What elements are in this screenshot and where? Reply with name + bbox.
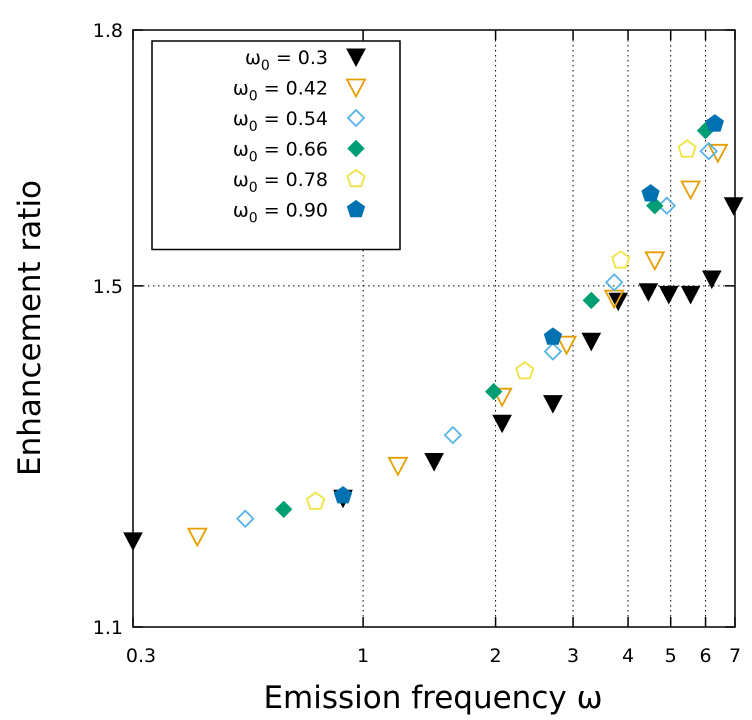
data-point bbox=[306, 491, 326, 510]
x-tick-label: 0.3 bbox=[126, 645, 156, 667]
series-0.78 bbox=[306, 139, 697, 510]
legend-label: ω0 = 0.42 bbox=[233, 78, 328, 105]
data-point bbox=[123, 532, 143, 551]
x-tick-label: 6 bbox=[699, 645, 711, 667]
data-point bbox=[424, 453, 444, 472]
legend-marker bbox=[346, 48, 366, 68]
data-point bbox=[705, 114, 724, 132]
data-point bbox=[677, 139, 697, 158]
series-0.90 bbox=[333, 114, 724, 504]
data-point bbox=[646, 196, 664, 215]
data-point bbox=[699, 141, 718, 161]
y-tick-label: 1.5 bbox=[93, 276, 123, 298]
y-axis-title: Enhancement ratio bbox=[12, 180, 48, 476]
series-0.42 bbox=[186, 143, 729, 548]
data-point bbox=[333, 486, 353, 504]
legend-label: ω0 = 0.54 bbox=[233, 108, 328, 135]
data-point bbox=[491, 387, 513, 408]
data-point bbox=[484, 382, 503, 401]
legend-label: ω0 = 0.66 bbox=[233, 139, 328, 166]
data-point bbox=[658, 285, 679, 305]
series-0.54 bbox=[236, 141, 718, 528]
legend-label: ω0 = 0.3 bbox=[245, 47, 328, 74]
legend-marker bbox=[346, 108, 366, 128]
data-point bbox=[556, 335, 578, 356]
data-point bbox=[701, 270, 722, 290]
data-point bbox=[274, 500, 293, 519]
axis-ticks: 0.3 1 2 3 4 5 6 7 1.1 1.5 1.8 bbox=[93, 20, 741, 667]
data-point bbox=[611, 250, 631, 269]
data-point bbox=[707, 143, 729, 164]
data-point bbox=[186, 527, 208, 548]
data-point bbox=[543, 342, 563, 361]
x-tick-label: 7 bbox=[729, 645, 741, 667]
data-point bbox=[582, 291, 601, 310]
data-point bbox=[657, 196, 677, 215]
x-tick-label: 5 bbox=[665, 645, 677, 667]
x-tick-label: 4 bbox=[622, 645, 634, 667]
legend-marker bbox=[345, 78, 367, 99]
data-point bbox=[492, 414, 512, 434]
x-axis-title: Emission frequency ω bbox=[263, 680, 602, 716]
data-point bbox=[641, 184, 660, 202]
legend-marker bbox=[346, 199, 366, 218]
y-tick-label: 1.1 bbox=[93, 617, 123, 639]
data-point bbox=[638, 283, 659, 302]
data-point bbox=[644, 251, 666, 272]
series-0.3 bbox=[123, 197, 744, 551]
legend-label: ω0 = 0.90 bbox=[233, 200, 328, 227]
data-point bbox=[723, 197, 744, 216]
data-point bbox=[387, 456, 409, 477]
data-points bbox=[123, 114, 744, 551]
x-tick-label: 2 bbox=[490, 645, 502, 667]
data-point bbox=[515, 360, 535, 380]
grid-lines bbox=[133, 30, 735, 627]
y-tick-label: 1.8 bbox=[93, 20, 123, 42]
data-point bbox=[543, 395, 563, 414]
legend: ω0 = 0.3 ω0 = 0.42 ω0 = 0.54 ω0 = 0.66 ω0 = … bbox=[151, 40, 401, 251]
series-0.66 bbox=[274, 121, 715, 519]
data-point bbox=[236, 509, 255, 528]
data-point bbox=[581, 332, 602, 352]
x-tick-label: 1 bbox=[357, 645, 369, 667]
legend-label: ω0 = 0.78 bbox=[233, 169, 328, 196]
plot-frame bbox=[132, 29, 736, 628]
data-point bbox=[680, 180, 702, 201]
x-tick-label: 3 bbox=[567, 645, 579, 667]
data-point bbox=[604, 273, 624, 292]
legend-marker bbox=[346, 168, 366, 188]
data-point bbox=[543, 327, 563, 345]
data-point bbox=[443, 425, 463, 445]
legend-marker bbox=[347, 139, 365, 158]
data-point bbox=[680, 285, 701, 305]
